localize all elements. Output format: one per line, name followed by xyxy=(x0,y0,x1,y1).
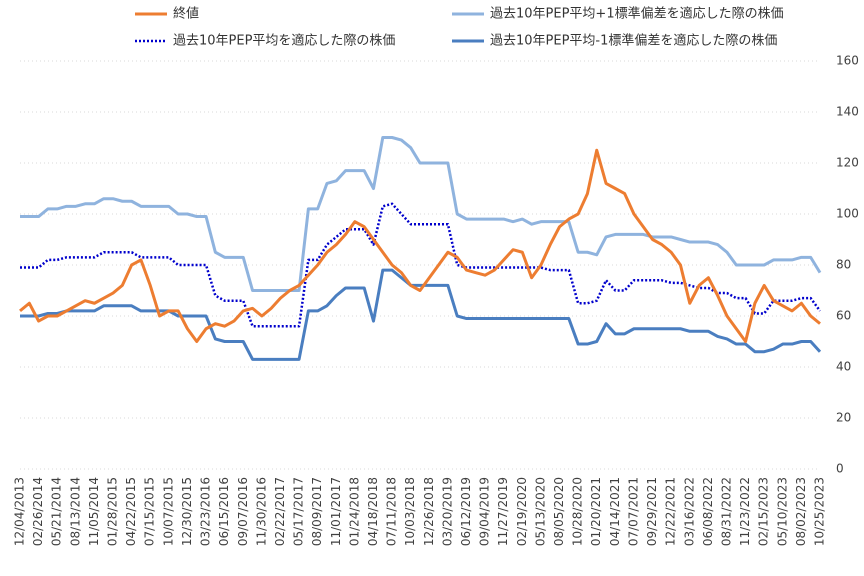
legend-label: 終値 xyxy=(173,6,199,22)
x-tick-label: 12/04/2013 xyxy=(13,477,27,546)
x-tick-label: 03/20/2019 xyxy=(440,477,454,546)
x-tick-label: 06/15/2016 xyxy=(217,477,231,546)
x-tick-label: 01/28/2015 xyxy=(106,477,120,546)
legend: 終値 過去10年PEP平均+1標準偏差を適応した際の株価過去10年PEP平均を適応… xyxy=(135,6,784,49)
x-tick-label: 10/28/2020 xyxy=(571,477,585,546)
x-tick-label: 08/31/2022 xyxy=(719,477,733,546)
x-tick-label: 05/10/2023 xyxy=(775,477,789,546)
x-tick-label: 12/26/2018 xyxy=(422,477,436,546)
legend-label: 過去10年PEP平均-1標準偏差を適応した際の株価 xyxy=(490,33,777,49)
x-tick-label: 10/25/2023 xyxy=(813,477,827,546)
y-tick-label: 100 xyxy=(836,207,859,221)
x-tick-label: 10/03/2018 xyxy=(403,477,417,546)
x-tick-label: 02/26/2014 xyxy=(31,477,45,546)
x-tick-label: 05/21/2014 xyxy=(50,477,64,546)
x-tick-label: 11/30/2016 xyxy=(254,477,268,546)
x-tick-label: 01/24/2018 xyxy=(347,477,361,546)
x-tick-label: 05/17/2017 xyxy=(292,477,306,546)
x-tick-label: 03/23/2016 xyxy=(199,477,213,546)
x-tick-label: 09/29/2021 xyxy=(645,477,659,546)
series-line xyxy=(20,136,822,292)
x-tick-label: 10/07/2015 xyxy=(161,477,175,546)
x-tick-label: 07/07/2021 xyxy=(626,477,640,546)
x-tick-label: 02/15/2023 xyxy=(757,477,771,546)
y-tick-label: 120 xyxy=(836,156,859,170)
series-line xyxy=(20,268,822,361)
x-tick-label: 11/05/2014 xyxy=(87,477,101,546)
x-tick-label: 08/05/2020 xyxy=(552,477,566,546)
x-tick-label: 11/27/2019 xyxy=(496,477,510,546)
y-tick-label: 80 xyxy=(836,258,851,272)
x-tick-label: 09/07/2016 xyxy=(236,477,250,546)
x-tick-label: 04/14/2021 xyxy=(608,477,622,546)
x-tick-label: 12/30/2015 xyxy=(180,477,194,546)
x-tick-label: 02/22/2017 xyxy=(273,477,287,546)
y-tick-label: 20 xyxy=(836,411,851,425)
y-tick-label: 0 xyxy=(836,462,844,476)
x-tick-label: 06/08/2022 xyxy=(701,477,715,546)
y-tick-label: 60 xyxy=(836,309,851,323)
x-tick-label: 03/16/2022 xyxy=(682,477,696,546)
x-tick-label: 08/09/2017 xyxy=(310,477,324,546)
y-tick-label: 140 xyxy=(836,105,859,119)
legend-label: 過去10年PEP平均を適応した際の株価 xyxy=(173,33,395,49)
x-tick-label: 04/22/2015 xyxy=(124,477,138,546)
x-tick-label: 09/04/2019 xyxy=(478,477,492,546)
x-tick-label: 02/19/2020 xyxy=(515,477,529,546)
x-tick-label: 07/15/2015 xyxy=(143,477,157,546)
x-tick-label: 06/12/2019 xyxy=(459,477,473,546)
x-tick-label: 04/18/2018 xyxy=(366,477,380,546)
x-tick-label: 11/23/2022 xyxy=(738,477,752,546)
x-tick-label: 05/13/2020 xyxy=(533,477,547,546)
series-line xyxy=(19,148,821,343)
x-tick-label: 01/20/2021 xyxy=(589,477,603,546)
x-tick-label: 11/01/2017 xyxy=(329,477,343,546)
y-tick-label: 160 xyxy=(836,54,859,68)
legend-label: 過去10年PEP平均+1標準偏差を適応した際の株価 xyxy=(490,6,784,22)
y-tick-label: 40 xyxy=(836,360,851,374)
x-tick-label: 08/02/2023 xyxy=(794,477,808,546)
x-tick-label: 08/13/2014 xyxy=(68,477,82,546)
x-tick-label: 07/11/2018 xyxy=(385,477,399,546)
x-tick-label: 12/22/2021 xyxy=(664,477,678,546)
